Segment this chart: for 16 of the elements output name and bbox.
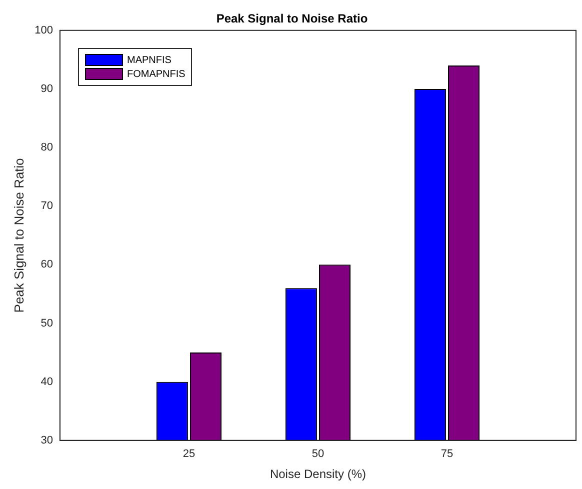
y-axis-title: Peak Signal to Noise Ratio bbox=[11, 158, 26, 313]
legend-label: MAPNFIS bbox=[127, 54, 172, 66]
legend-label: FOMAPNFIS bbox=[127, 68, 186, 80]
y-tick-label: 40 bbox=[40, 376, 53, 388]
x-tick-label: 75 bbox=[440, 448, 454, 460]
x-tick-label: 50 bbox=[312, 448, 324, 460]
chart-title: Peak Signal to Noise Ratio bbox=[216, 12, 368, 26]
x-axis-title: Noise Density (%) bbox=[270, 467, 366, 482]
y-tick-label: 70 bbox=[40, 200, 53, 212]
y-tick-label: 80 bbox=[40, 142, 53, 154]
y-tick-label: 50 bbox=[40, 317, 53, 330]
y-tick-label: 100 bbox=[34, 24, 53, 36]
x-tick-label: 25 bbox=[182, 448, 196, 460]
y-tick-label: 60 bbox=[40, 258, 53, 271]
y-tick-label: 90 bbox=[40, 83, 53, 96]
y-tick-label: 30 bbox=[40, 434, 53, 446]
